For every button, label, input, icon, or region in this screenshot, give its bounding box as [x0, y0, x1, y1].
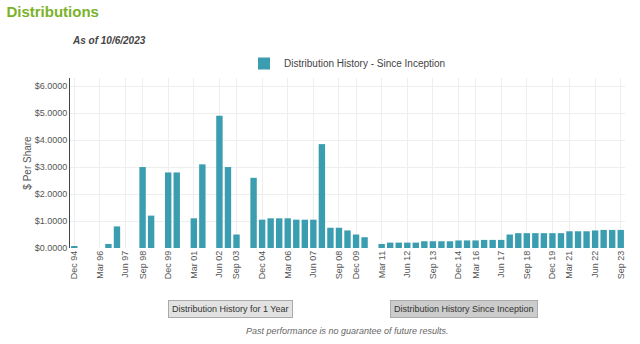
svg-text:Jun 02: Jun 02: [214, 251, 224, 278]
svg-text:Sep 13: Sep 13: [428, 251, 438, 280]
svg-text:Mar 01: Mar 01: [189, 251, 199, 279]
svg-text:Dec 09: Dec 09: [351, 251, 361, 280]
svg-text:$3.0000: $3.0000: [35, 162, 68, 172]
svg-text:Dec 04: Dec 04: [257, 251, 267, 280]
svg-text:Sep 08: Sep 08: [334, 251, 344, 280]
svg-text:Sep 03: Sep 03: [231, 251, 241, 280]
svg-text:Sep 18: Sep 18: [522, 251, 532, 280]
svg-text:Distribution History Since Inc: Distribution History Since Inception: [394, 304, 534, 314]
svg-text:Sep 98: Sep 98: [138, 251, 148, 280]
svg-text:Jun 22: Jun 22: [590, 251, 600, 278]
svg-text:Jun 17: Jun 17: [496, 251, 506, 278]
svg-text:Jun 07: Jun 07: [308, 251, 318, 278]
svg-text:Sep 23: Sep 23: [616, 251, 626, 280]
svg-text:Mar 16: Mar 16: [471, 251, 481, 279]
svg-text:$1.0000: $1.0000: [35, 216, 68, 226]
svg-text:Dec 14: Dec 14: [453, 251, 463, 280]
svg-text:$0.0000: $0.0000: [35, 243, 68, 253]
svg-text:Mar 96: Mar 96: [95, 251, 105, 279]
svg-text:Jun 12: Jun 12: [402, 251, 412, 278]
svg-text:$4.0000: $4.0000: [35, 135, 68, 145]
svg-text:$2.0000: $2.0000: [35, 189, 68, 199]
svg-text:$ Per Share: $ Per Share: [22, 136, 33, 190]
svg-text:Distribution History for 1 Yea: Distribution History for 1 Year: [172, 304, 289, 314]
svg-text:Distribution History - Since I: Distribution History - Since Inception: [284, 58, 445, 69]
svg-text:$5.0000: $5.0000: [35, 108, 68, 118]
svg-text:Mar 11: Mar 11: [377, 251, 387, 278]
svg-text:Distributions: Distributions: [6, 3, 99, 20]
svg-text:Past performance is no guarant: Past performance is no guarantee of futu…: [246, 326, 449, 336]
svg-text:Mar 06: Mar 06: [283, 251, 293, 279]
svg-text:Jun 97: Jun 97: [120, 251, 130, 278]
svg-text:Dec 94: Dec 94: [69, 251, 79, 280]
svg-text:Dec 99: Dec 99: [163, 251, 173, 280]
svg-text:Mar 21: Mar 21: [564, 251, 574, 279]
svg-text:As of 10/6/2023: As of 10/6/2023: [72, 35, 146, 46]
svg-text:Dec 19: Dec 19: [547, 251, 557, 280]
svg-text:$6.0000: $6.0000: [35, 81, 68, 91]
